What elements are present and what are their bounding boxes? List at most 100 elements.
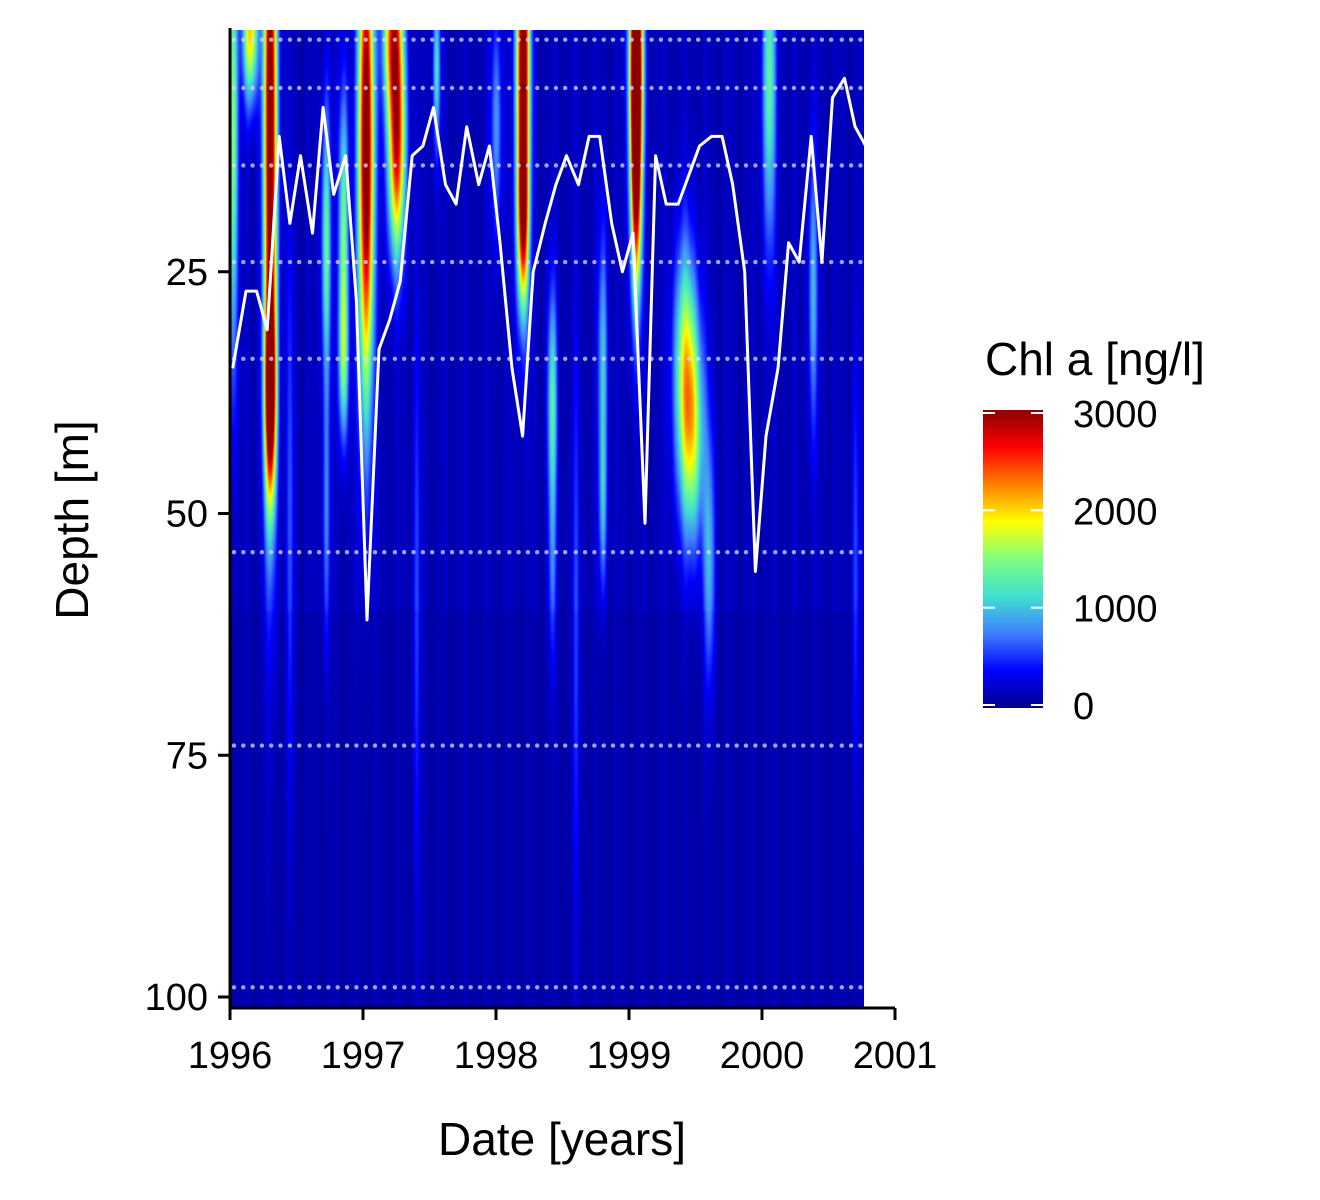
- sample-point: [411, 259, 416, 265]
- sample-point: [743, 37, 749, 42]
- sample-point: [477, 85, 483, 91]
- sample-point: [706, 356, 711, 361]
- sample-point: [278, 37, 283, 42]
- sample-point: [620, 356, 625, 361]
- sample-point: [610, 985, 616, 990]
- sample-point: [287, 743, 293, 748]
- sample-point: [507, 85, 512, 91]
- sample-point: [287, 259, 293, 265]
- sample-point: [696, 743, 701, 748]
- sample-point: [316, 550, 322, 555]
- sample-point: [839, 163, 844, 168]
- sample-point: [354, 550, 359, 555]
- sample-point: [278, 85, 283, 91]
- sample-point: [791, 85, 797, 91]
- sample-point: [553, 550, 559, 555]
- sample-point: [535, 85, 540, 91]
- y-tick-label: 25: [166, 252, 208, 294]
- sample-point: [535, 356, 540, 361]
- sample-point: [487, 743, 492, 748]
- sample-point: [592, 37, 597, 42]
- sample-point: [382, 743, 387, 748]
- sample-point: [649, 985, 654, 990]
- sample-point: [544, 985, 549, 990]
- sample-point: [686, 163, 692, 168]
- sample-point: [629, 985, 634, 990]
- sample-point: [477, 163, 483, 168]
- sample-point: [516, 356, 521, 361]
- sample-point: [326, 37, 331, 42]
- sample-point: [734, 743, 739, 748]
- sample-point: [250, 163, 255, 168]
- sample-point: [420, 259, 426, 265]
- sample-point: [544, 743, 549, 748]
- sample-point: [819, 163, 825, 168]
- sample-point: [477, 550, 483, 555]
- sample-point: [269, 85, 274, 91]
- sample-point: [354, 85, 359, 91]
- sample-point: [696, 985, 701, 990]
- sample-point: [696, 37, 701, 42]
- sample-point: [496, 37, 501, 42]
- sample-point: [344, 550, 350, 555]
- sample-point: [649, 550, 654, 555]
- sample-point: [307, 985, 312, 990]
- sample-point: [829, 85, 834, 91]
- sample-point: [753, 743, 758, 748]
- sample-point: [610, 259, 616, 265]
- sample-point: [706, 259, 711, 265]
- sample-point: [430, 356, 435, 361]
- sample-point: [250, 985, 255, 990]
- sample-point: [677, 985, 682, 990]
- sample-point: [858, 743, 863, 748]
- sample-point: [573, 37, 578, 42]
- sample-point: [573, 985, 578, 990]
- sample-point: [668, 85, 673, 91]
- x-tick-label: 1999: [587, 1035, 672, 1077]
- sample-point: [354, 985, 359, 990]
- sample-point: [231, 85, 237, 91]
- sample-point: [829, 259, 834, 265]
- sample-point: [677, 37, 682, 42]
- sample-point: [449, 85, 455, 91]
- sample-point: [516, 163, 521, 168]
- sample-point: [250, 356, 255, 361]
- sample-point: [363, 85, 368, 91]
- sample-point: [573, 85, 578, 91]
- sample-point: [297, 743, 302, 748]
- sample-point: [553, 37, 559, 42]
- sample-point: [402, 85, 407, 91]
- sample-point: [307, 550, 312, 555]
- sample-point: [420, 550, 426, 555]
- sample-point: [449, 37, 455, 42]
- sample-point: [801, 550, 806, 555]
- sample-point: [791, 550, 797, 555]
- sample-point: [468, 550, 473, 555]
- sample-point: [535, 37, 540, 42]
- sample-point: [430, 37, 435, 42]
- sample-point: [411, 356, 416, 361]
- sample-point: [563, 985, 568, 990]
- sample-point: [782, 743, 787, 748]
- sample-point: [601, 743, 606, 748]
- sample-point: [231, 163, 237, 168]
- sample-point: [430, 85, 435, 91]
- sample-point: [402, 37, 407, 42]
- sample-point: [592, 85, 597, 91]
- sample-point: [525, 37, 531, 42]
- sample-point: [668, 985, 673, 990]
- sample-point: [829, 550, 834, 555]
- sample-point: [839, 37, 844, 42]
- sample-point: [629, 37, 634, 42]
- sample-point: [516, 985, 521, 990]
- sample-point: [241, 985, 246, 990]
- sample-point: [801, 985, 806, 990]
- sample-point: [487, 85, 492, 91]
- sample-point: [477, 743, 483, 748]
- colorbar-legend: 0 1000 2000 3000: [983, 394, 1158, 728]
- sample-point: [715, 356, 721, 361]
- colorbar-label: 3000: [1073, 394, 1158, 436]
- sample-point: [658, 85, 664, 91]
- sample-point: [487, 356, 492, 361]
